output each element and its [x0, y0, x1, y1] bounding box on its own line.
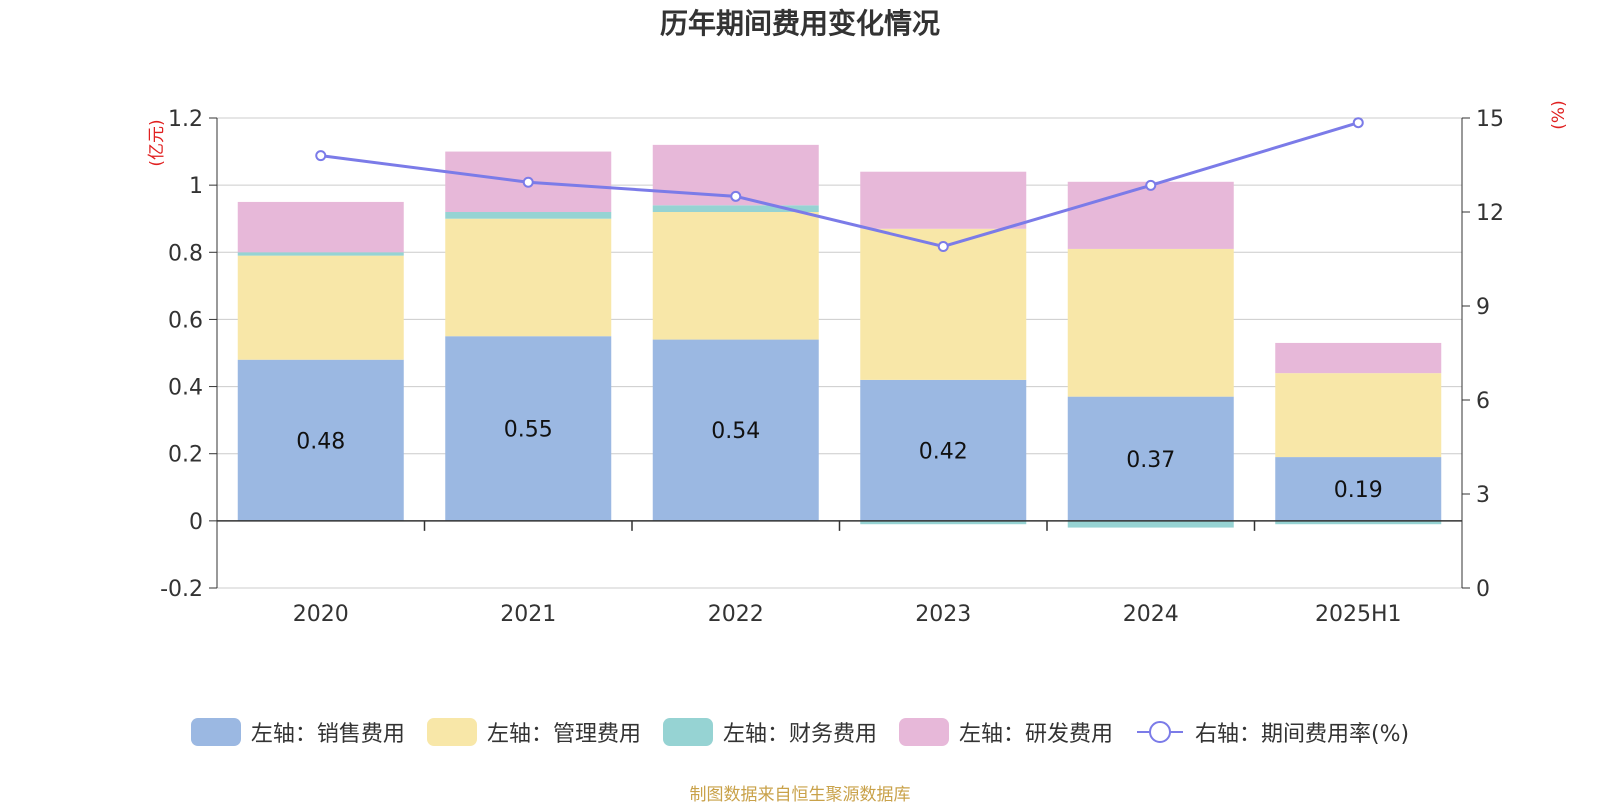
bar-segment: [652, 205, 819, 212]
right-axis-tick-label: 6: [1476, 389, 1490, 414]
right-axis-tick-label: 0: [1476, 577, 1490, 602]
legend-item-sales[interactable]: 左轴：销售费用: [190, 716, 405, 748]
bar-segment: [1275, 457, 1442, 521]
bar-segment: [1067, 396, 1234, 521]
footer-source-note: 制图数据来自恒生聚源数据库: [689, 785, 911, 805]
bar-data-label: 0.55: [504, 418, 553, 443]
chart-legend: 左轴：销售费用 左轴：管理费用 左轴：财务费用 左轴：研发费用 右轴：期间费用率…: [0, 716, 1600, 748]
bar-segment: [1067, 248, 1234, 397]
bar-segment: [860, 379, 1027, 521]
right-axis-tick-label: 15: [1476, 107, 1504, 132]
right-axis-tick-label: 9: [1476, 295, 1490, 320]
bar-segment: [237, 252, 404, 256]
bar-segment: [1067, 520, 1234, 528]
bar-data-label: 0.54: [711, 419, 760, 444]
left-axis-tick-label: 1.2: [168, 107, 203, 132]
expense-rate-point: [1145, 179, 1157, 191]
bar-segment: [237, 201, 404, 253]
bar-segment: [1275, 520, 1442, 525]
left-axis-tick-label: 0.2: [168, 443, 203, 468]
bar-segment: [860, 171, 1027, 229]
bar-segment: [1067, 181, 1234, 249]
bar-segment: [445, 212, 612, 219]
x-axis-tick-label: 2021: [500, 602, 556, 627]
bar-segment: [652, 339, 819, 521]
legend-item-admin[interactable]: 左轴：管理费用: [426, 716, 641, 748]
bar-data-label: 0.42: [919, 439, 968, 464]
legend-label-rnd: 左轴：研发费用: [958, 722, 1113, 747]
x-axis-tick-label: 2025H1: [1315, 602, 1402, 627]
bar-data-label: 0.48: [296, 429, 345, 454]
left-axis-tick-label: -0.2: [160, 577, 203, 602]
left-axis-tick-label: 0.8: [168, 241, 203, 266]
left-axis-tick-label: 0: [189, 510, 203, 535]
legend-line-circle-icon: [1136, 721, 1183, 743]
legend-swatch-finance: [662, 718, 713, 746]
bar-data-label: 0.37: [1126, 448, 1175, 473]
bar-segment: [237, 359, 404, 521]
left-axis-tick-label: 0.6: [168, 308, 203, 333]
legend-label-expense-rate: 右轴：期间费用率(%): [1194, 722, 1410, 747]
left-axis-tick-label: 1: [189, 174, 203, 199]
bar-segment: [652, 212, 819, 340]
expense-rate-point: [522, 176, 534, 188]
chart-title: 历年期间费用变化情况: [659, 7, 940, 40]
expense-rate-point: [1352, 117, 1364, 129]
x-axis-tick-label: 2022: [708, 602, 764, 627]
bar-segment: [1275, 373, 1442, 458]
bar-segment: [860, 228, 1027, 380]
left-axis-tick-label: 0.4: [168, 376, 203, 401]
x-axis-tick-label: 2023: [915, 602, 971, 627]
legend-label-admin: 左轴：管理费用: [486, 722, 641, 747]
bar-segment: [860, 520, 1027, 525]
x-axis-tick-label: 2024: [1123, 602, 1179, 627]
legend-swatch-admin: [426, 718, 477, 746]
bar-data-label: 0.19: [1334, 478, 1383, 503]
expense-rate-point: [937, 240, 949, 252]
legend-swatch-sales: [190, 718, 241, 746]
bar-segment: [237, 255, 404, 360]
legend-item-rnd[interactable]: 左轴：研发费用: [898, 716, 1113, 748]
bar-segment: [445, 336, 612, 521]
right-axis-unit-label: (%): [1549, 100, 1569, 129]
right-axis-tick-label: 12: [1476, 201, 1504, 226]
legend-label-sales: 左轴：销售费用: [250, 722, 405, 747]
expense-rate-line: [320, 121, 1359, 249]
bar-segment: [445, 218, 612, 337]
legend-label-finance: 左轴：财务费用: [722, 722, 877, 747]
expense-rate-point: [730, 190, 742, 202]
legend-item-expense-rate[interactable]: 右轴：期间费用率(%): [1135, 716, 1409, 748]
bar-segment: [1275, 342, 1442, 374]
right-axis-tick-label: 3: [1476, 483, 1490, 508]
x-axis-tick-label: 2020: [293, 602, 349, 627]
legend-swatch-rnd: [898, 718, 949, 746]
left-axis-unit-label: (亿元): [147, 119, 167, 166]
legend-item-finance[interactable]: 左轴：财务费用: [662, 716, 877, 748]
expense-rate-point: [315, 150, 327, 162]
